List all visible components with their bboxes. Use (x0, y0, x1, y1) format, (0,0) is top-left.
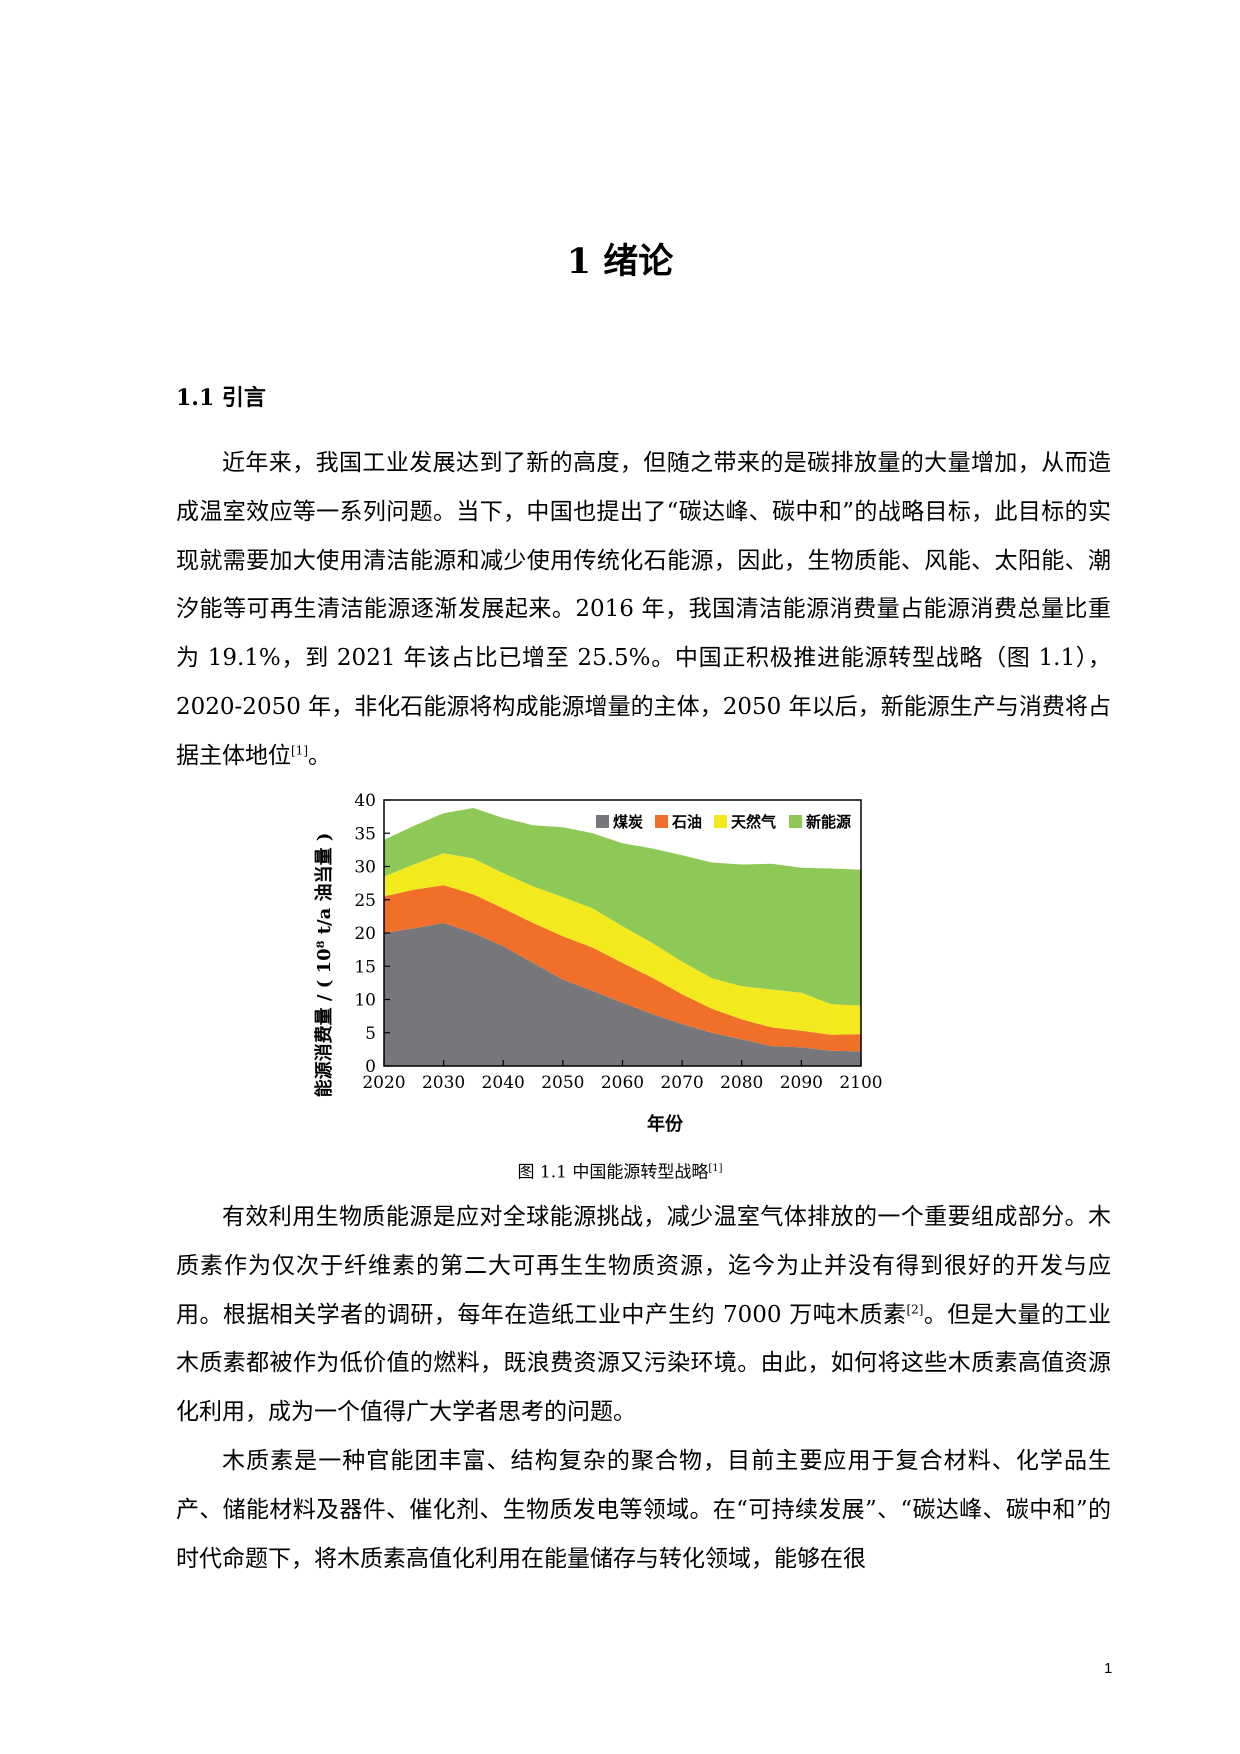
y-axis-label: 能源消费量 / ( 10⁸ t/a 油当量 ) (313, 833, 335, 1098)
paragraph-1-end: 。 (308, 742, 331, 769)
y-tick-label: 20 (354, 924, 376, 944)
paragraph-2: 有效利用生物质能源是应对全球能源挑战，减少温室气体排放的一个重要组成部分。木质素… (176, 1193, 1111, 1437)
y-tick-label: 15 (354, 957, 376, 977)
figure-caption-text: 图 1.1 中国能源转型战略 (517, 1162, 709, 1183)
area-series-煤炭 (384, 923, 861, 1066)
x-tick-label: 2020 (362, 1073, 405, 1093)
y-tick-label: 25 (354, 891, 376, 911)
y-tick-label: 30 (354, 858, 376, 878)
x-axis-label: 年份 (647, 1113, 684, 1135)
x-tick-label: 2100 (839, 1073, 882, 1093)
y-tick-label: 10 (354, 991, 376, 1011)
x-tick-label: 2030 (422, 1073, 465, 1093)
legend-swatch-天然气 (714, 815, 727, 828)
paragraph-2-end: 。但是大量的工业木质素都被作为低价值的燃料，既浪费资源又污染环境。由此，如何将这… (176, 1301, 1111, 1426)
y-tick-label: 0 (365, 1057, 376, 1077)
stacked-area-chart: 2020 2030 2040 2050 2060 2070 2080 2090 21000510… (313, 791, 883, 1135)
legend-label-新能源: 新能源 (806, 813, 851, 831)
citation-ref: [2] (906, 1301, 924, 1316)
area-series-新能源 (384, 808, 861, 1006)
legend-label-天然气: 天然气 (731, 813, 776, 831)
x-tick-label: 2070 (660, 1073, 703, 1093)
paragraph-1-text: 近年来，我国工业发展达到了新的高度，但随之带来的是碳排放量的大量增加，从而造成温… (176, 450, 1111, 769)
section-heading: 1.1 引言 (176, 385, 266, 411)
legend-label-石油: 石油 (671, 813, 702, 831)
x-tick-label: 2080 (720, 1073, 763, 1093)
chapter-title: 1 绪论 (566, 241, 674, 282)
legend-swatch-煤炭 (596, 815, 609, 828)
x-tick-label: 2050 (541, 1073, 584, 1093)
page-number: 1 (1104, 1660, 1113, 1677)
area-series-石油 (384, 885, 861, 1052)
paragraph-2-text: 有效利用生物质能源是应对全球能源挑战，减少温室气体排放的一个重要组成部分。木质素… (176, 1204, 1111, 1328)
y-tick-label: 40 (354, 791, 376, 811)
legend-label-煤炭: 煤炭 (613, 813, 643, 831)
x-tick-label: 2040 (482, 1073, 525, 1093)
legend-swatch-新能源 (789, 815, 802, 828)
figure-energy-chart: 2020 2030 2040 2050 2060 2070 2080 2090 2100 0 5 10… (300, 780, 990, 1160)
y-tick-label: 5 (365, 1024, 376, 1044)
y-tick-label: 35 (354, 824, 376, 844)
legend-swatch-石油 (655, 815, 668, 828)
x-tick-label: 2060 (601, 1073, 644, 1093)
caption-citation-ref: [1] (708, 1163, 723, 1174)
x-tick-label: 2090 (780, 1073, 823, 1093)
area-series-天然气 (384, 853, 861, 1035)
figure-caption: 图 1.1 中国能源转型战略[1] (0, 1157, 1240, 1185)
paragraph-1: 近年来，我国工业发展达到了新的高度，但随之带来的是碳排放量的大量增加，从而造成温… (176, 439, 1111, 781)
paragraph-3: 木质素是一种官能团丰富、结构复杂的聚合物，目前主要应用于复合材料、化学品生产、储… (176, 1448, 1111, 1572)
citation-ref: [1] (291, 743, 308, 758)
